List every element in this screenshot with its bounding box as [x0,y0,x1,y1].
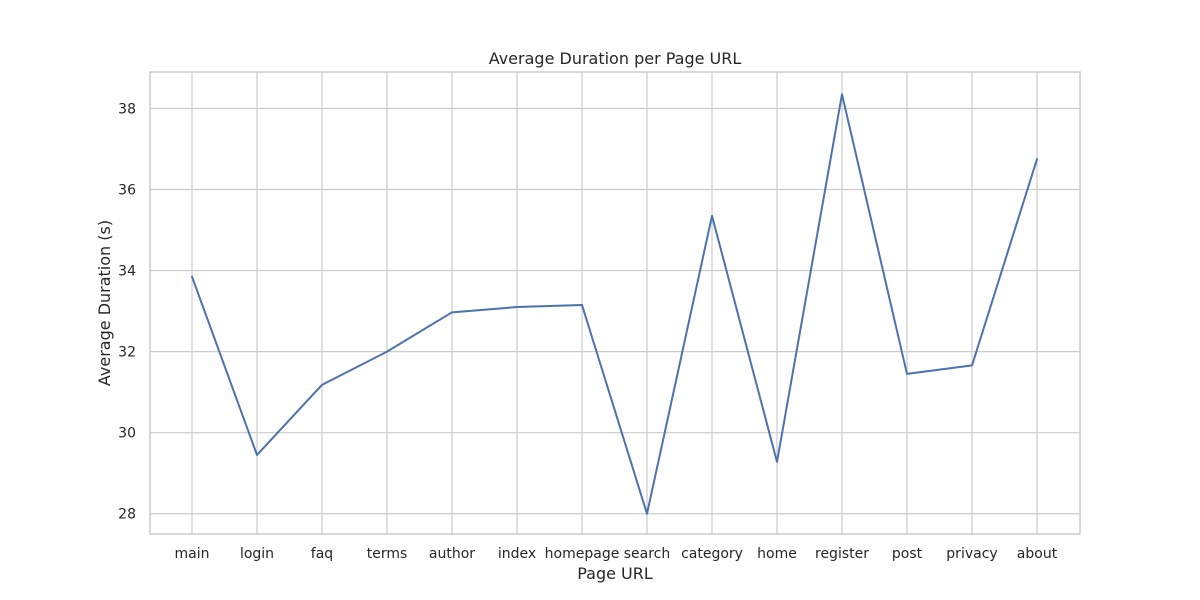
y-tick-labels: 28 30 32 34 36 38 [118,101,136,522]
y-axis-title: Average Duration (s) [95,220,114,386]
x-axis-title: Page URL [577,564,653,583]
x-tick-label: privacy [946,546,997,562]
series-line [191,93,1038,515]
y-tick-label: 30 [118,426,136,442]
x-tick-label: search [624,546,671,562]
x-tick-label: main [175,546,210,562]
y-tick-label: 34 [118,264,136,280]
x-tick-label: home [757,546,797,562]
x-tick-labels: main login faq terms author index homepage sear… [175,546,1058,562]
chart-title: Average Duration per Page URL [489,49,742,68]
series-layer [191,93,1038,515]
y-tick-label: 36 [118,183,136,199]
y-grid [150,107,1080,515]
x-tick-label: category [681,546,743,562]
x-tick-label: register [815,546,869,562]
y-tick-label: 38 [118,101,136,117]
x-tick-label: index [498,546,536,562]
x-grid [191,72,1038,534]
x-tick-label: post [892,546,923,562]
x-tick-label: homepage [545,546,620,562]
y-tick-label: 32 [118,345,136,361]
x-tick-label: terms [367,546,408,562]
x-tick-label: author [429,546,475,562]
y-tick-label: 28 [118,507,136,523]
plot-frame [149,71,1081,535]
x-tick-label: login [240,546,274,562]
x-tick-label: faq [311,546,333,562]
x-tick-label: about [1017,546,1058,562]
